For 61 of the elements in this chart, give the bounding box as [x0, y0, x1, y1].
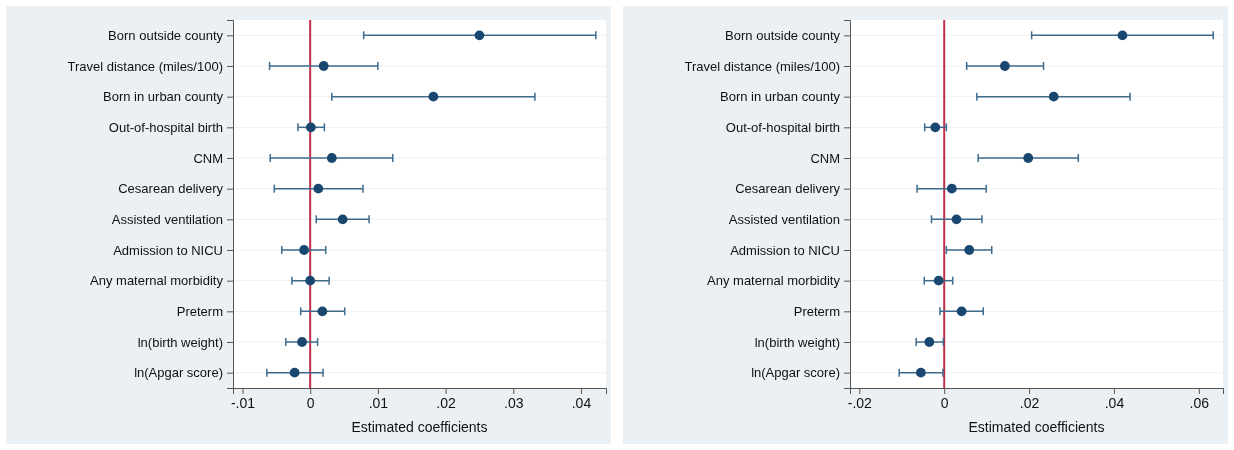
point	[313, 183, 324, 194]
point	[326, 153, 337, 163]
y-tick-label: Born in urban county	[103, 89, 224, 105]
x-tick-label: .04	[1104, 394, 1125, 411]
x-tick-label: .04	[571, 394, 592, 411]
point	[956, 306, 967, 317]
x-tick-label: .06	[1189, 394, 1210, 411]
y-tick-label: Preterm	[176, 303, 223, 319]
x-tick-label: .03	[504, 394, 524, 411]
y-tick-label: Any maternal morbidity	[90, 273, 224, 289]
x-axis-title: Estimated coefficients	[351, 419, 488, 435]
point	[337, 214, 348, 225]
y-tick-label: ln(Apgar score)	[134, 365, 223, 381]
point	[318, 61, 329, 71]
point	[317, 306, 328, 317]
y-tick-label: Any maternal morbidity	[707, 273, 841, 289]
point	[924, 337, 935, 347]
point	[428, 91, 439, 102]
y-tick-label: Preterm	[793, 303, 840, 319]
x-tick-label: .02	[436, 394, 456, 411]
x-tick-label: -.02	[847, 394, 873, 411]
point	[299, 245, 309, 255]
point	[289, 367, 300, 378]
point	[305, 122, 316, 133]
point	[915, 367, 926, 378]
y-tick-label: Assisted ventilation	[111, 211, 223, 227]
y-tick-label: Travel distance (miles/100)	[67, 58, 223, 74]
y-tick-label: Cesarean delivery	[118, 181, 224, 197]
y-tick-label: Travel distance (miles/100)	[684, 58, 840, 74]
x-tick-label: 0	[306, 394, 315, 411]
y-tick-label: ln(Apgar score)	[751, 365, 840, 381]
y-tick-label: Assisted ventilation	[728, 211, 840, 227]
point	[930, 122, 941, 133]
y-tick-label: Out-of-hospital birth	[725, 119, 840, 135]
point	[964, 245, 975, 255]
y-tick-label: Out-of-hospital birth	[108, 119, 223, 135]
y-tick-label: CNM	[810, 150, 840, 166]
y-tick-label: Born outside county	[725, 27, 841, 43]
point	[1023, 153, 1034, 163]
x-tick-label: .02	[1019, 394, 1040, 411]
point	[1000, 61, 1010, 71]
y-tick-label: ln(birth weight)	[137, 334, 223, 350]
y-tick-label: ln(birth weight)	[754, 334, 840, 350]
point	[1117, 30, 1128, 41]
point	[305, 275, 316, 286]
point	[297, 337, 307, 347]
x-axis-title: Estimated coefficients	[968, 419, 1105, 435]
point	[933, 275, 944, 286]
y-tick-label: Admission to NICU	[113, 242, 223, 258]
point	[946, 183, 957, 194]
y-tick-label: Born in urban county	[720, 89, 841, 105]
point	[951, 214, 962, 225]
x-tick-label: 0	[940, 394, 949, 411]
x-tick-label: .01	[368, 394, 389, 411]
y-tick-label: CNM	[193, 150, 223, 166]
point	[1048, 91, 1059, 102]
y-tick-label: Admission to NICU	[730, 242, 840, 258]
y-tick-label: Born outside county	[108, 27, 224, 43]
point	[474, 30, 485, 41]
x-tick-label: -.01	[230, 394, 256, 411]
y-tick-label: Cesarean delivery	[735, 181, 841, 197]
